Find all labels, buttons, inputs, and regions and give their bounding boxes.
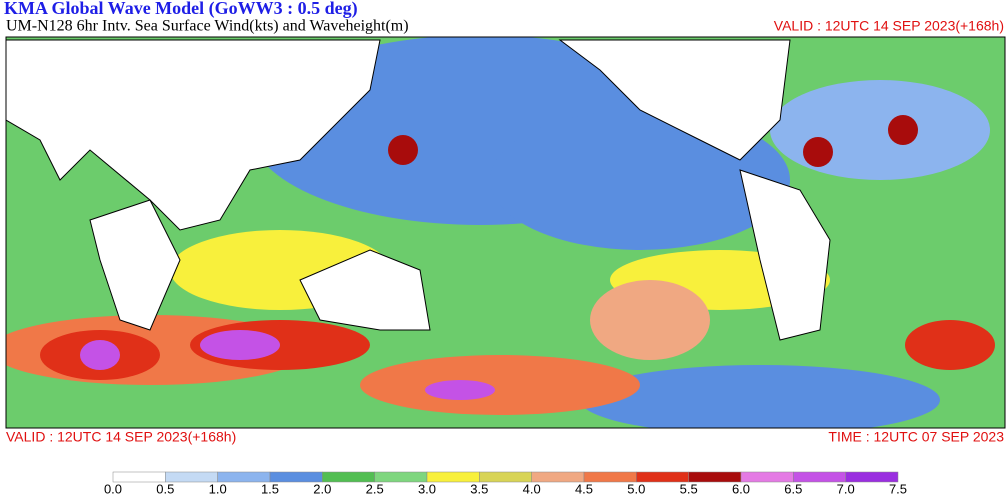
- colorbar-label: 6.5: [784, 481, 802, 496]
- map: [5, 36, 1006, 429]
- colorbar-label: 5.0: [627, 481, 645, 496]
- colorbar-label: 7.5: [889, 481, 907, 496]
- title: KMA Global Wave Model (GoWW3 : 0.5 deg): [4, 0, 358, 19]
- valid-bottom: VALID : 12UTC 14 SEP 2023(+168h): [6, 429, 236, 445]
- colorbar-label: 4.0: [523, 481, 541, 496]
- colorbar-label: 6.0: [732, 481, 750, 496]
- colorbar: 0.0 0.5 1.0 1.5 2.0 2.5 3.0 3.5 4.0 4.5 5.0 5.5 6.0 6…: [104, 471, 907, 496]
- colorbar-label: 0.5: [156, 481, 174, 496]
- colorbar-label: 7.0: [837, 481, 855, 496]
- colorbar-label: 4.5: [575, 481, 593, 496]
- colorbar-label: 2.5: [366, 481, 384, 496]
- valid-top: VALID : 12UTC 14 SEP 2023(+168h): [774, 18, 1004, 34]
- colorbar-label: 3.5: [470, 481, 488, 496]
- time-label: TIME : 12UTC 07 SEP 2023: [828, 429, 1004, 445]
- subtitle: UM-N128 6hr Intv. Sea Surface Wind(kts) …: [6, 18, 409, 35]
- colorbar-label: 0.0: [104, 481, 122, 496]
- colorbar-label: 1.5: [261, 481, 279, 496]
- colorbar-label: 1.0: [209, 481, 227, 496]
- colorbar-box: [845, 471, 899, 483]
- colorbar-label: 5.5: [680, 481, 698, 496]
- colorbar-label: 2.0: [313, 481, 331, 496]
- colorbar-label: 3.0: [418, 481, 436, 496]
